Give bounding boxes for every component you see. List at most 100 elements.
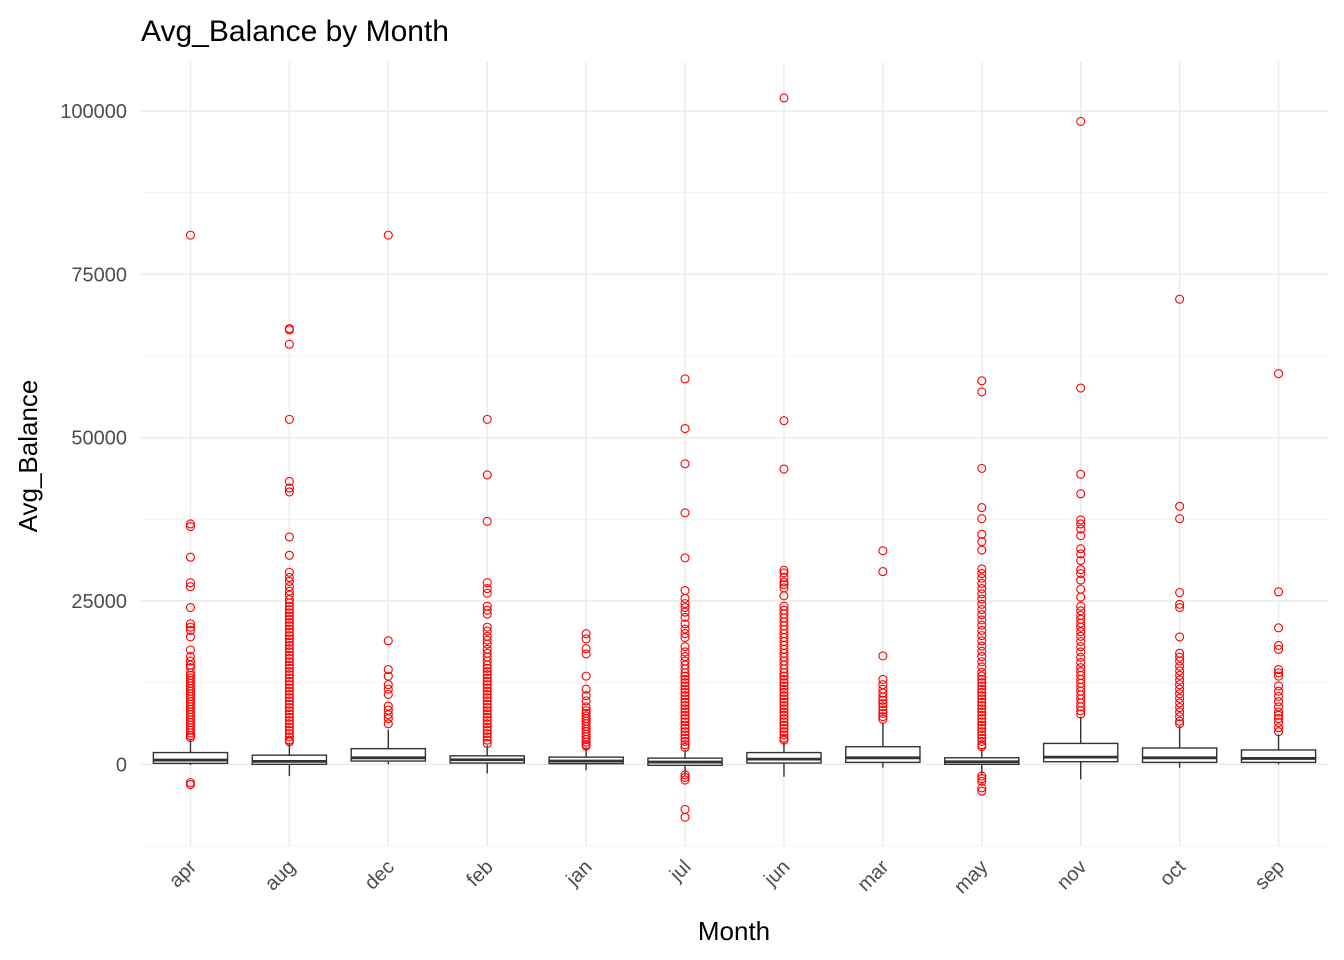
outlier-point xyxy=(284,567,294,577)
outlier-point xyxy=(284,686,294,696)
outlier-point xyxy=(977,662,987,672)
outlier-point xyxy=(977,529,987,539)
outlier-point xyxy=(1175,698,1185,708)
outlier-point xyxy=(977,674,987,684)
outlier-point xyxy=(779,710,789,720)
box-group-apr xyxy=(152,230,229,790)
outlier-point xyxy=(1273,714,1284,724)
outlier-point xyxy=(284,640,294,650)
outlier-point xyxy=(1273,640,1284,650)
outlier-point xyxy=(284,683,294,693)
outlier-point xyxy=(284,627,294,637)
outlier-point xyxy=(977,589,987,599)
outlier-point xyxy=(482,516,492,526)
outlier-point xyxy=(1076,657,1086,667)
outlier-point xyxy=(1175,587,1185,598)
outlier-point xyxy=(977,691,987,701)
outlier-point xyxy=(284,676,294,686)
outlier-point xyxy=(779,697,789,707)
outlier-point xyxy=(1076,519,1086,529)
box-group-oct xyxy=(1141,294,1218,768)
y-tick-label: 25000 xyxy=(71,591,127,613)
outlier-point xyxy=(284,595,294,605)
outlier-point xyxy=(977,730,987,740)
outlier-point xyxy=(977,720,987,730)
outlier-point xyxy=(977,684,987,694)
outlier-point xyxy=(878,567,888,577)
outlier-point xyxy=(482,673,492,683)
outlier-point xyxy=(680,687,690,698)
iqr-box xyxy=(152,751,229,765)
outlier-point xyxy=(185,578,196,588)
outlier-point xyxy=(878,651,888,661)
outlier-point xyxy=(680,723,690,733)
outlier-point xyxy=(779,704,789,714)
outlier-point xyxy=(383,230,393,240)
outlier-point xyxy=(779,681,789,691)
outlier-point xyxy=(878,712,888,722)
outlier-point xyxy=(383,719,393,729)
outlier-point xyxy=(779,565,789,575)
outlier-point xyxy=(185,582,196,592)
outlier-point xyxy=(284,550,294,560)
outlier-point xyxy=(680,553,690,563)
boxes-layer xyxy=(152,93,1317,822)
outlier-point xyxy=(383,710,393,720)
outlier-point xyxy=(482,702,492,713)
outlier-point xyxy=(977,671,987,681)
outlier-point xyxy=(284,631,294,641)
outlier-point xyxy=(977,742,987,752)
outlier-point xyxy=(1076,469,1086,479)
outlier-point xyxy=(680,720,690,730)
outlier-point xyxy=(185,622,196,632)
outlier-point xyxy=(581,671,591,681)
outlier-point xyxy=(1175,702,1185,713)
outlier-point xyxy=(1175,602,1185,613)
outlier-point xyxy=(977,694,987,704)
outlier-point xyxy=(779,668,789,678)
outlier-point xyxy=(1273,707,1284,717)
outlier-point xyxy=(680,671,690,681)
outlier-point xyxy=(1076,116,1086,127)
y-axis-title: Avg_Balance xyxy=(13,380,43,533)
outlier-point xyxy=(977,736,987,747)
outlier-point xyxy=(977,723,987,733)
outlier-point xyxy=(680,668,690,678)
outlier-point xyxy=(1076,636,1086,647)
outlier-point xyxy=(284,634,294,644)
outlier-point xyxy=(680,681,690,691)
outlier-point xyxy=(1076,627,1086,637)
outlier-point xyxy=(482,725,492,735)
outlier-point xyxy=(977,584,987,594)
outlier-point xyxy=(878,702,888,712)
outlier-point xyxy=(977,564,987,574)
outlier-point xyxy=(977,636,987,646)
outlier-point xyxy=(482,578,492,588)
outlier-point xyxy=(680,697,690,707)
outlier-point xyxy=(482,588,492,598)
outlier-point xyxy=(1175,693,1185,703)
outlier-point xyxy=(680,717,690,727)
outlier-point xyxy=(977,610,987,620)
outlier-point xyxy=(977,594,987,604)
outlier-point xyxy=(284,598,294,608)
outlier-point xyxy=(284,709,294,719)
outlier-point xyxy=(878,692,888,702)
outlier-point xyxy=(977,657,987,667)
outlier-point xyxy=(680,423,690,434)
outlier-point xyxy=(1273,623,1284,633)
outlier-point xyxy=(1175,670,1185,681)
y-tick-label: 100000 xyxy=(60,101,127,123)
outlier-point xyxy=(482,683,492,693)
outlier-point xyxy=(1076,702,1086,712)
outlier-point xyxy=(1076,555,1086,566)
outlier-point xyxy=(284,476,294,486)
outlier-point xyxy=(482,676,492,686)
outlier-point xyxy=(284,414,294,424)
outlier-point xyxy=(383,714,393,724)
outlier-point xyxy=(977,503,987,513)
outlier-point xyxy=(185,725,196,735)
outlier-point xyxy=(779,674,789,684)
outlier-point xyxy=(680,694,690,704)
outlier-point xyxy=(779,572,789,583)
